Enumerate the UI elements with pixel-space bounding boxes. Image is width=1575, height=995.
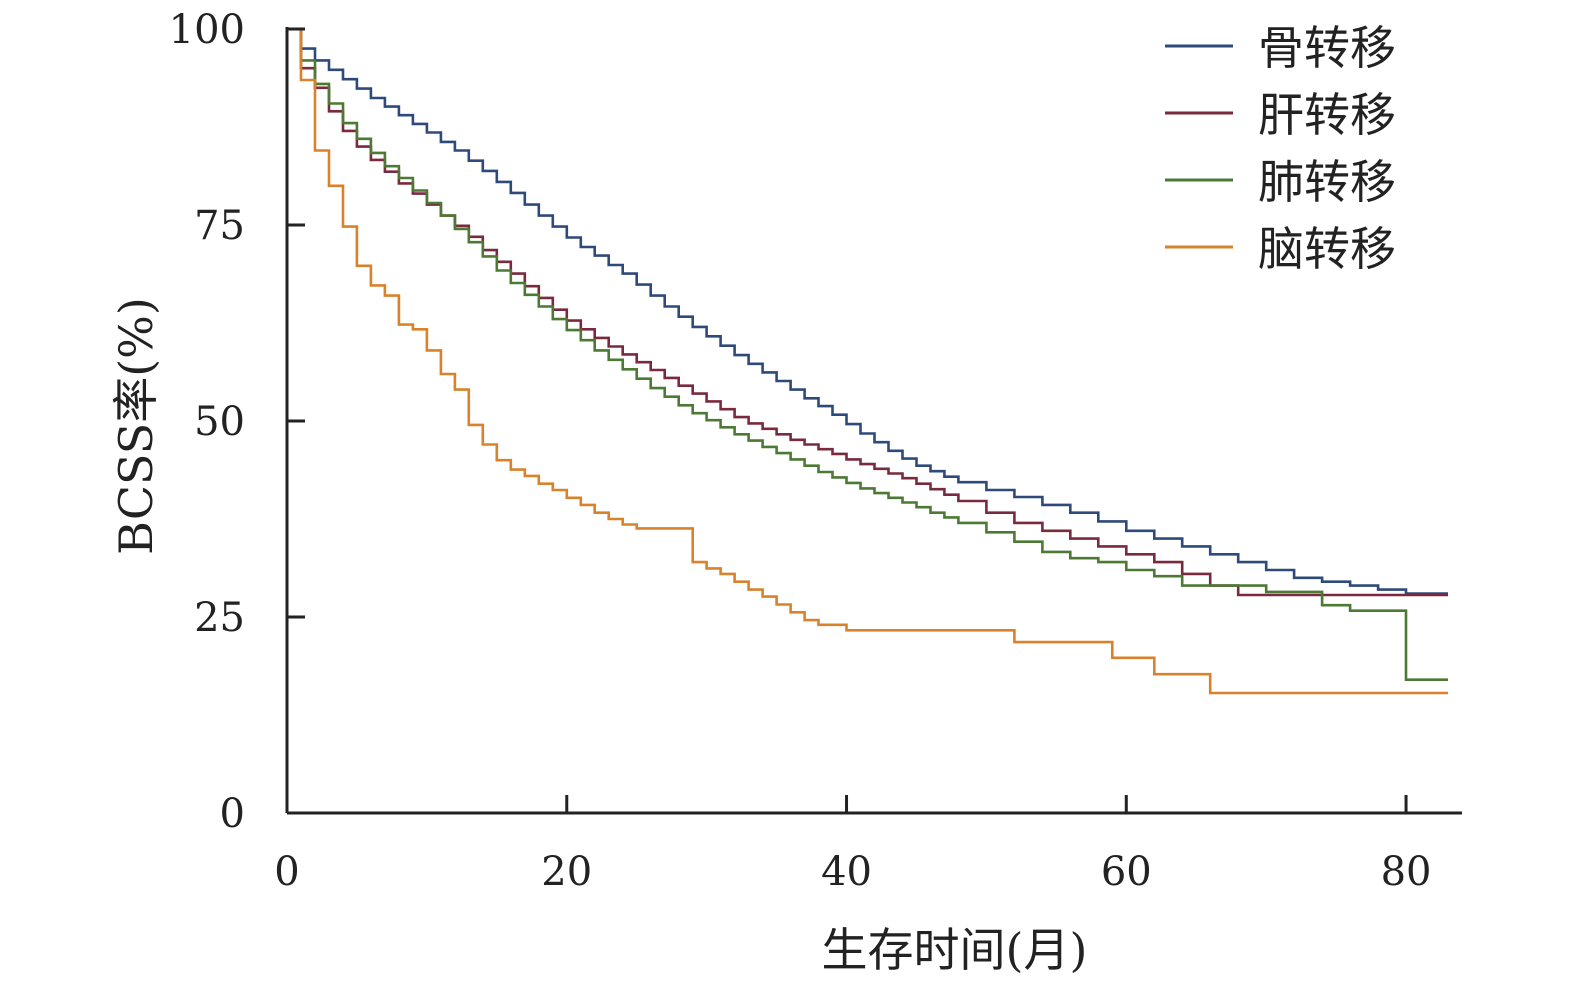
- legend-label: 脑转移: [1258, 222, 1396, 276]
- x-tick-label: 40: [821, 849, 872, 895]
- series-line-4: [298, 27, 1448, 695]
- series-line-1: [298, 27, 1448, 595]
- y-tick-label: 75: [194, 203, 245, 249]
- series-layer: [298, 27, 1448, 695]
- x-tick-label: 80: [1381, 849, 1432, 895]
- ticks-layer: 0 20 40 60 80 0 25 50 75 100: [169, 7, 1432, 895]
- y-axis-title: BCSS率(%): [109, 297, 163, 555]
- y-tick-label: 25: [194, 595, 245, 641]
- x-tick-label: 20: [541, 849, 592, 895]
- y-tick-label: 50: [194, 399, 245, 445]
- x-tick-label: 0: [274, 849, 299, 895]
- series-line-3: [298, 27, 1448, 681]
- legend-label: 肝转移: [1258, 88, 1396, 142]
- x-axis-title: 生存时间(月): [822, 923, 1088, 977]
- y-tick-label: 100: [169, 7, 245, 53]
- y-tick-label: 0: [220, 791, 245, 837]
- legend-label: 骨转移: [1258, 21, 1396, 75]
- legend-label: 肺转移: [1258, 155, 1396, 209]
- series-line-2: [298, 27, 1448, 597]
- x-tick-label: 60: [1101, 849, 1152, 895]
- axes-layer: [285, 27, 1462, 815]
